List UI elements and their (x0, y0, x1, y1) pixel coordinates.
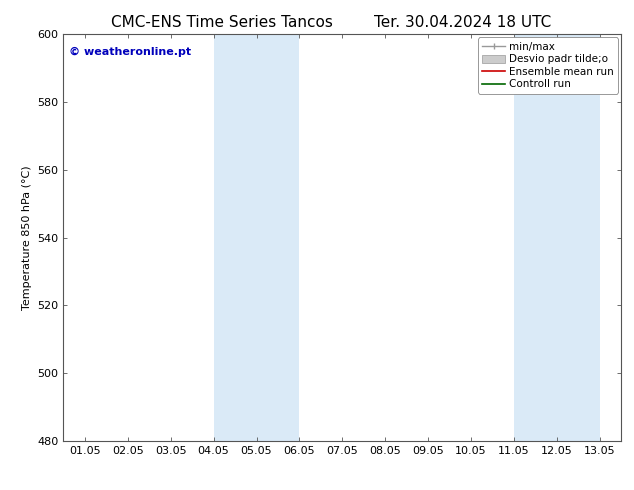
Legend: min/max, Desvio padr tilde;o, Ensemble mean run, Controll run: min/max, Desvio padr tilde;o, Ensemble m… (478, 37, 618, 94)
Bar (514, 34, 600, 441)
Bar (214, 34, 299, 441)
Text: Ter. 30.04.2024 18 UTC: Ter. 30.04.2024 18 UTC (374, 15, 552, 30)
Text: © weatheronline.pt: © weatheronline.pt (69, 47, 191, 56)
Y-axis label: Temperature 850 hPa (°C): Temperature 850 hPa (°C) (22, 165, 32, 310)
Text: CMC-ENS Time Series Tancos: CMC-ENS Time Series Tancos (111, 15, 333, 30)
